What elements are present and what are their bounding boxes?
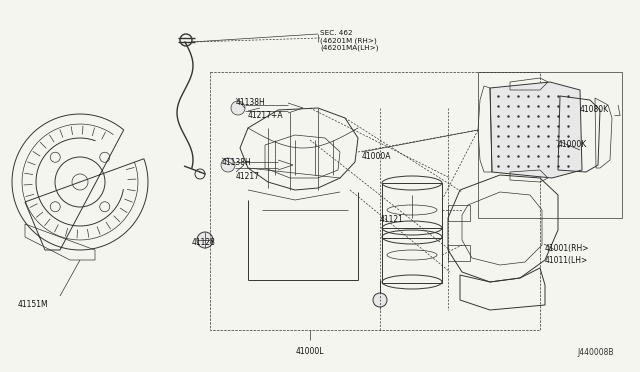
Text: 41217: 41217 <box>236 172 260 181</box>
Circle shape <box>373 293 387 307</box>
Text: 41121: 41121 <box>380 215 404 224</box>
Text: 41011(LH>: 41011(LH> <box>545 256 588 265</box>
Bar <box>382 183 442 238</box>
Text: 41128: 41128 <box>192 238 216 247</box>
Polygon shape <box>490 82 582 178</box>
Text: 41151M: 41151M <box>18 300 49 309</box>
Text: 41000L: 41000L <box>296 347 324 356</box>
Text: 41000K: 41000K <box>558 140 588 149</box>
Text: 41217+A: 41217+A <box>248 111 284 120</box>
Text: 41138H: 41138H <box>236 98 266 107</box>
Bar <box>448 245 470 261</box>
Circle shape <box>231 101 245 115</box>
Text: 41138H: 41138H <box>222 158 252 167</box>
Circle shape <box>197 232 213 248</box>
Bar <box>382 228 442 283</box>
Text: 41080K: 41080K <box>580 105 609 114</box>
Circle shape <box>221 158 235 172</box>
Text: SEC. 462
(46201M (RH>)
(46201MA(LH>): SEC. 462 (46201M (RH>) (46201MA(LH>) <box>320 30 378 51</box>
Text: 41001(RH>: 41001(RH> <box>545 244 589 253</box>
Bar <box>448 205 470 221</box>
Text: J440008B: J440008B <box>577 348 614 357</box>
Text: 41000A: 41000A <box>362 152 392 161</box>
